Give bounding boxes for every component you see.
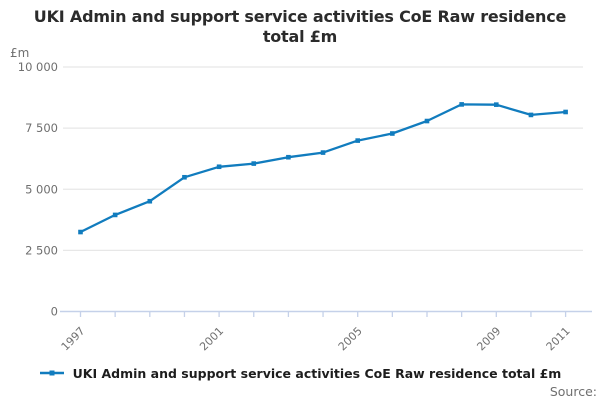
data-point-marker [147, 198, 153, 204]
x-tick-label: 2009 [474, 324, 503, 353]
source-label: Source: [549, 384, 597, 399]
legend-label: UKI Admin and support service activities… [72, 365, 562, 381]
data-point-marker [112, 212, 118, 218]
data-point-marker [320, 150, 326, 155]
data-point-marker [528, 112, 534, 118]
series-line [79, 103, 567, 234]
data-point-marker [494, 102, 499, 107]
y-tick-label: 0 [51, 305, 58, 319]
data-point-marker [355, 138, 360, 143]
data-point-marker [182, 174, 187, 180]
x-tick-label: 2001 [197, 324, 226, 353]
x-tick-label: 1997 [59, 324, 88, 353]
data-point-marker [78, 229, 83, 235]
data-point-marker [390, 131, 395, 136]
y-tick-label: 5 000 [25, 182, 58, 196]
data-point-marker [216, 164, 222, 170]
x-tick-label: 2011 [544, 324, 573, 353]
chart-title-line2: total £m [262, 27, 338, 46]
data-point-marker [424, 118, 430, 124]
data-point-marker [251, 161, 257, 166]
line-chart-plot: 0 2 500 5 000 7 500 10 000 1997 2001 2005 2009 20… [18, 60, 592, 353]
chart-title-line1: UKI Admin and support service activities… [33, 7, 567, 26]
legend: UKI Admin and support service activities… [0, 364, 600, 382]
data-point-marker [286, 154, 291, 160]
y-axis-unit-label: £m [10, 46, 30, 60]
data-point-marker [459, 102, 464, 107]
y-tick-label: 10 000 [18, 60, 58, 74]
x-tick-label: 2005 [336, 324, 365, 353]
y-tick-label: 7 500 [25, 121, 58, 135]
y-tick-label: 2 500 [25, 243, 58, 257]
data-point-marker [563, 109, 568, 115]
chart-title: UKI Admin and support service activities… [0, 7, 600, 47]
legend-line-marker-icon [39, 370, 64, 376]
